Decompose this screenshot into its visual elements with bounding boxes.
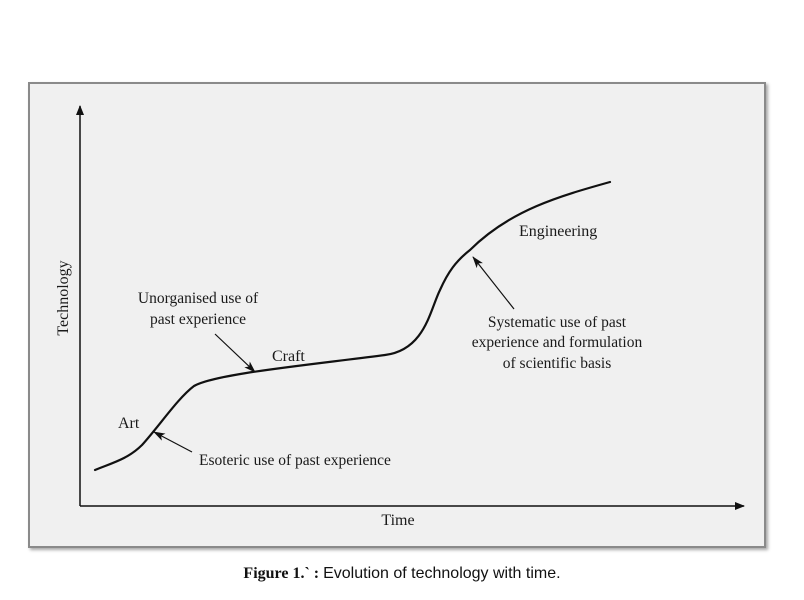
annotation-systematic-line3: of scientific basis — [503, 355, 611, 372]
caption-separator: ` : — [304, 565, 320, 582]
caption-text: Evolution of technology with time. — [323, 565, 561, 582]
annotation-esoteric: Esoteric use of past experience — [199, 452, 391, 469]
systematic-pointer-arrow — [472, 256, 515, 310]
annotation-unorganised-line1: Unorganised use of — [138, 290, 259, 307]
figure-frame — [28, 82, 766, 548]
figure-number: Figure 1. — [243, 565, 305, 582]
annotation-systematic-line2: experience and formulation — [472, 334, 643, 351]
stage-label-craft: Craft — [272, 348, 305, 365]
figure-caption: Figure 1.` : Evolution of technology wit… — [0, 565, 804, 583]
annotation-unorganised-line2: past experience — [150, 311, 246, 328]
unorganised-pointer-arrow — [214, 333, 256, 373]
y-axis-label: Technology — [55, 260, 72, 335]
stage-label-engineering: Engineering — [519, 223, 597, 240]
esoteric-pointer-arrow — [153, 431, 193, 453]
technology-curve — [93, 180, 612, 472]
stage-label-art: Art — [118, 415, 140, 432]
annotation-systematic-line1: Systematic use of past — [488, 314, 627, 331]
x-axis-label: Time — [381, 512, 414, 529]
